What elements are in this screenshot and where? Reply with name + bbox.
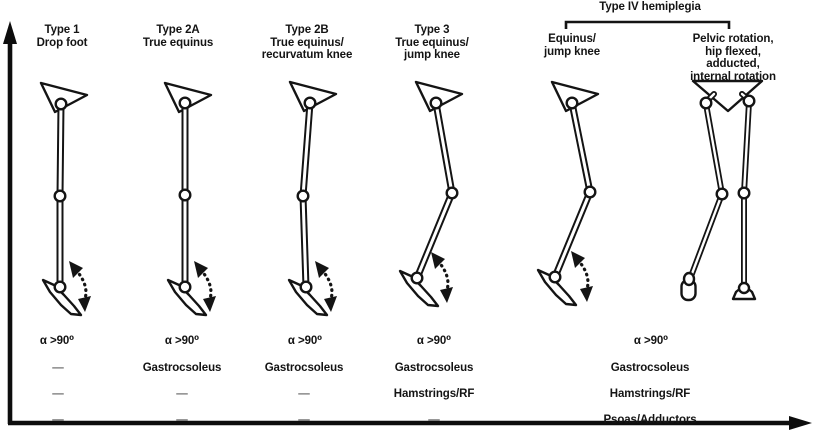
column-header-type1: Type 1 Drop foot bbox=[36, 24, 88, 49]
column-header-type3: Type 3 True equinus/ jump knee bbox=[395, 24, 469, 62]
column-header-type2a: Type 2A True equinus bbox=[142, 24, 214, 49]
recurvatum-knee-leg-icon bbox=[287, 80, 339, 317]
treatment-item: Hamstrings/RF bbox=[609, 387, 691, 400]
treatment-list-type4: Gastrocsoleus Hamstrings/RF Psoas/Adduct… bbox=[588, 349, 712, 436]
treatment-item: — bbox=[428, 413, 440, 426]
true-equinus-leg-icon bbox=[163, 81, 218, 317]
treatment-list-type1: — — — Hinged AFO bbox=[25, 349, 90, 436]
treatment-item: Gastrocsoleus bbox=[610, 361, 690, 374]
treatment-list-type2b: Gastrocsoleus — — Hinged AFO bbox=[265, 349, 344, 436]
treatment-item: Gastrocsoleus bbox=[142, 361, 222, 374]
treatment-item: — bbox=[52, 387, 64, 400]
pelvic-rotation-front-legs-icon bbox=[680, 79, 764, 302]
treatment-list-type2a: Gastrocsoleus — — Hinged AFO bbox=[143, 349, 222, 436]
alpha-angle-label-type3: α >90⁰ bbox=[416, 335, 452, 347]
alpha-angle-label-type2b: α >90⁰ bbox=[287, 335, 323, 347]
ankle-motion-arrow-icon bbox=[429, 250, 455, 305]
treatment-item: Gastrocsoleus bbox=[264, 361, 344, 374]
ankle-motion-arrow-icon bbox=[569, 249, 595, 304]
treatment-item: — bbox=[298, 387, 310, 400]
treatment-item: Hamstrings/RF bbox=[393, 387, 475, 400]
column-header-type2b: Type 2B True equinus/ recurvatum knee bbox=[261, 24, 353, 62]
jump-knee-leg-icon bbox=[398, 80, 464, 308]
treatment-item: — bbox=[52, 413, 64, 426]
treatment-item: Psoas/Adductors bbox=[603, 413, 697, 426]
treatment-item: Gastrocsoleus bbox=[394, 361, 474, 374]
alpha-angle-label-type1: α >90⁰ bbox=[39, 335, 75, 347]
type-iv-group-label: Type IV hemiplegia bbox=[599, 1, 701, 13]
treatment-item: — bbox=[298, 413, 310, 426]
type-iv-bracket bbox=[564, 20, 731, 29]
drop-foot-leg-icon bbox=[39, 81, 93, 317]
treatment-list-type3: Gastrocsoleus Hamstrings/RF — Hinged AFO bbox=[394, 349, 475, 436]
alpha-angle-label-type4: α >90⁰ bbox=[633, 335, 669, 347]
x-axis bbox=[8, 416, 812, 430]
treatment-item: — bbox=[176, 413, 188, 426]
alpha-angle-label-type2a: α >90⁰ bbox=[164, 335, 200, 347]
treatment-item: — bbox=[52, 361, 64, 374]
column-header-type4-pelvic: Pelvic rotation, hip flexed, adducted, i… bbox=[690, 33, 776, 83]
treatment-item: — bbox=[176, 387, 188, 400]
equinus-jump-knee-leg-icon bbox=[536, 80, 600, 307]
column-header-type4-equinus: Equinus/ jump knee bbox=[544, 33, 600, 58]
y-axis bbox=[3, 21, 17, 424]
